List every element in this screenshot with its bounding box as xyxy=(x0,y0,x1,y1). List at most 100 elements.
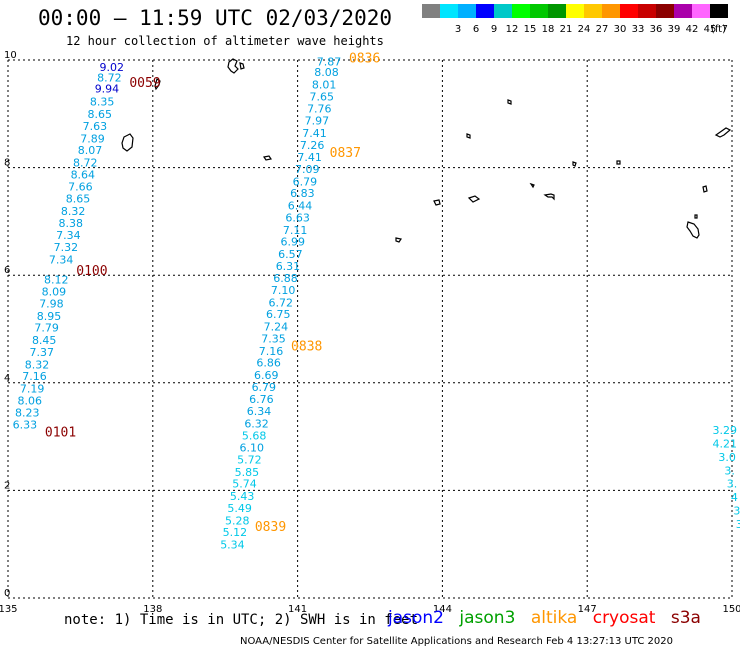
satellite-legend: jason2 jason3 altika cryosat s3a xyxy=(388,608,711,628)
wave-height-label: 5.85 xyxy=(235,466,260,479)
legend-label: 6 xyxy=(473,24,479,34)
legend-swatch xyxy=(476,4,494,18)
wave-height-label: 3.0 xyxy=(718,451,736,464)
wave-height-label: 7.16 xyxy=(22,370,47,383)
island-outline xyxy=(239,62,245,70)
wave-height-label: 7.32 xyxy=(54,241,79,254)
pass-time-label: 0838 xyxy=(291,340,322,355)
wave-height-label: 8.12 xyxy=(44,273,69,286)
pass-time-label: 0059 xyxy=(129,76,160,91)
legend-swatch xyxy=(440,4,458,18)
wave-height-label: 8.95 xyxy=(37,310,62,323)
lon-tick-label: 144 xyxy=(433,604,452,615)
island-outline xyxy=(616,160,621,165)
lat-tick-label: 8 xyxy=(4,158,10,169)
legend-swatch xyxy=(656,4,674,18)
legend-label: 24 xyxy=(578,24,591,34)
legend-swatch xyxy=(566,4,584,18)
wave-height-label: 6.72 xyxy=(268,296,293,309)
wave-height-label: 3.29 xyxy=(713,424,738,437)
wave-height-label: 5.12 xyxy=(223,526,248,539)
wave-height-label: 8.38 xyxy=(58,217,83,230)
lat-tick-label: 2 xyxy=(4,480,10,491)
wave-height-label: 7.34 xyxy=(49,253,74,266)
legend-label: 39 xyxy=(668,24,681,34)
legend-label: 3 xyxy=(455,24,461,34)
legend-label: 30 xyxy=(614,24,627,34)
wave-height-label: 6.83 xyxy=(290,187,315,200)
wave-height-label: 6.99 xyxy=(281,236,306,249)
sat-jason2-label: jason2 xyxy=(388,608,444,628)
island-outline xyxy=(467,195,481,203)
wave-height-label: 6.34 xyxy=(247,405,272,418)
sat-altika-label: altika xyxy=(530,608,578,628)
wave-height-label: 5.49 xyxy=(227,502,252,515)
legend-swatch xyxy=(620,4,638,18)
wave-height-label: 8.06 xyxy=(17,394,42,407)
legend-swatch xyxy=(494,4,512,18)
island-outline xyxy=(466,133,471,139)
wave-height-label: 5.74 xyxy=(232,478,257,491)
wave-height-label: 7.37 xyxy=(30,346,55,359)
wave-height-label: 7.09 xyxy=(295,163,320,176)
wave-height-label: 7.97 xyxy=(305,115,330,128)
pass-time-label: 0100 xyxy=(76,264,107,279)
wave-height-label: 6.57 xyxy=(278,248,303,261)
legend-label: 36 xyxy=(650,24,663,34)
wave-height-label: 7.87 xyxy=(317,55,342,68)
wave-height-label: 7.76 xyxy=(307,103,332,116)
legend-swatch xyxy=(710,4,728,18)
legend-label: 18 xyxy=(542,24,555,34)
legend-label: 9 xyxy=(491,24,497,34)
pass-p2: 7.878.088.017.657.767.977.417.267.417.09… xyxy=(220,52,380,552)
legend-label: 27 xyxy=(596,24,609,34)
wave-height-label: 7.41 xyxy=(302,127,327,140)
wave-height-label: 9.02 xyxy=(100,61,125,74)
legend-unit: (ft) xyxy=(711,24,726,34)
legend-swatch xyxy=(692,4,710,18)
wave-height-label: 7.65 xyxy=(309,90,334,103)
legend-swatch xyxy=(548,4,566,18)
wave-height-label: 7.24 xyxy=(264,321,289,334)
wave-height-label: 6.32 xyxy=(244,417,269,430)
legend-label: 42 xyxy=(686,24,699,34)
wave-height-label: 6.31 xyxy=(276,260,301,273)
wave-height-label: 7.35 xyxy=(261,332,286,345)
wave-height-label: 8.08 xyxy=(314,66,339,79)
wave-height-label: 8.64 xyxy=(71,168,96,181)
island-outline xyxy=(686,221,700,239)
wave-height-label: 5.43 xyxy=(230,490,255,503)
legend-label: 12 xyxy=(506,24,519,34)
island-outline xyxy=(702,185,708,193)
island-outline xyxy=(507,99,512,105)
wave-height-label: 7.63 xyxy=(83,120,108,133)
pass-time-label: 0837 xyxy=(330,146,361,161)
legend-label: 45 xyxy=(704,24,717,34)
lat-tick-label: 6 xyxy=(4,265,10,276)
island-outline xyxy=(433,199,441,206)
wave-height-label: 7.34 xyxy=(56,229,81,242)
island-outline xyxy=(154,78,161,91)
lon-tick-label: 150 xyxy=(722,604,740,615)
island-outline xyxy=(572,161,577,167)
wave-height-label: 8.01 xyxy=(312,79,337,92)
lon-tick-label: 135 xyxy=(0,604,18,615)
wave-height-label: 6.86 xyxy=(256,357,281,370)
wave-height-label: 6.75 xyxy=(266,308,291,321)
wave-height-label: 8.65 xyxy=(66,193,91,206)
altimeter-passes: 9.028.729.948.358.657.637.898.078.728.64… xyxy=(13,52,740,552)
wave-height-label: 8.23 xyxy=(15,407,40,420)
wave-height-label: 8.45 xyxy=(32,334,57,347)
footnote: note: 1) Time is in UTC; 2) SWH is in fe… xyxy=(64,612,419,628)
wave-height-label: 6.79 xyxy=(252,381,277,394)
island-outline xyxy=(714,127,732,138)
legend-swatch xyxy=(512,4,530,18)
wave-height-label: 7.19 xyxy=(20,382,45,395)
pass-time-label: 0836 xyxy=(349,52,380,67)
wave-height-label: 7.41 xyxy=(297,151,322,164)
lon-tick-label: 138 xyxy=(143,604,162,615)
wave-height-label: 5.68 xyxy=(242,429,267,442)
wave-height-label: 6.88 xyxy=(273,272,298,285)
wave-height-label: 6.69 xyxy=(254,369,279,382)
legend-label: 15 xyxy=(524,24,537,34)
